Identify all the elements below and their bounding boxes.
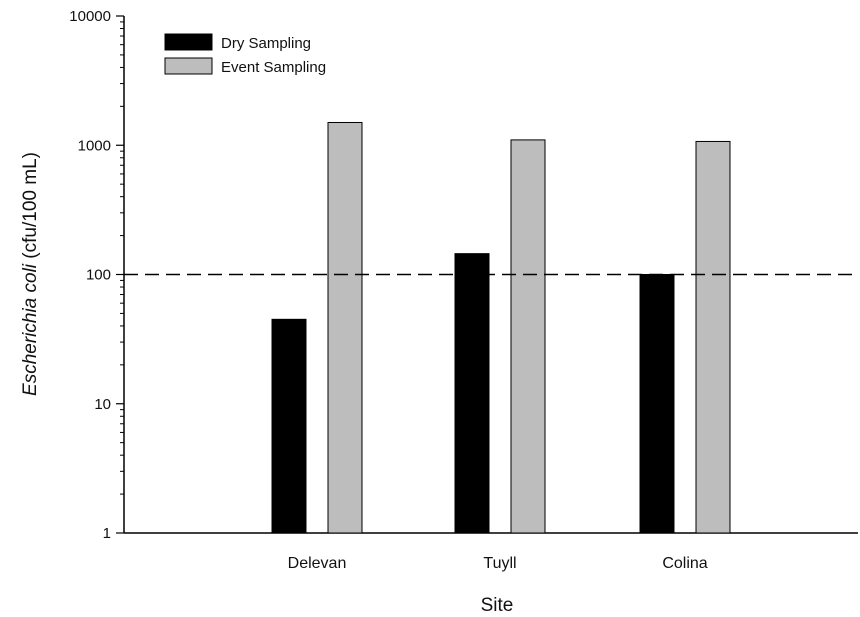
- category-labels: Delevan Tuyll Colina: [288, 555, 708, 572]
- y-tick-label: 10: [94, 396, 111, 413]
- x-category-label: Tuyll: [483, 555, 516, 572]
- legend-label-dry: Dry Sampling: [221, 35, 311, 52]
- y-tick-label: 100: [86, 267, 111, 284]
- legend-label-event: Event Sampling: [221, 59, 326, 76]
- bar-colina-dry: [639, 274, 675, 534]
- y-tick-label: 1000: [78, 137, 111, 154]
- bar-tuyll-dry: [454, 253, 490, 534]
- legend-swatch-event: [164, 57, 213, 75]
- x-category-label: Delevan: [288, 555, 347, 572]
- y-tick-label: 10000: [69, 8, 111, 25]
- bar-delevan-event: [327, 121, 363, 534]
- x-category-label: Colina: [662, 555, 707, 572]
- legend-swatch-dry: [164, 33, 213, 51]
- bars: [271, 121, 731, 534]
- y-axis-title: Escherichia coli (cfu/100 mL): [20, 152, 41, 396]
- y-ticks: 1 10 100 1000 10000: [69, 8, 124, 542]
- bar-tuyll-event: [510, 139, 546, 534]
- bar-colina-event: [695, 140, 731, 534]
- bar-delevan-dry: [271, 318, 307, 534]
- legend: Dry Sampling Event Sampling: [164, 33, 326, 76]
- y-tick-label: 1: [103, 525, 111, 542]
- x-axis-title: Site: [481, 595, 514, 616]
